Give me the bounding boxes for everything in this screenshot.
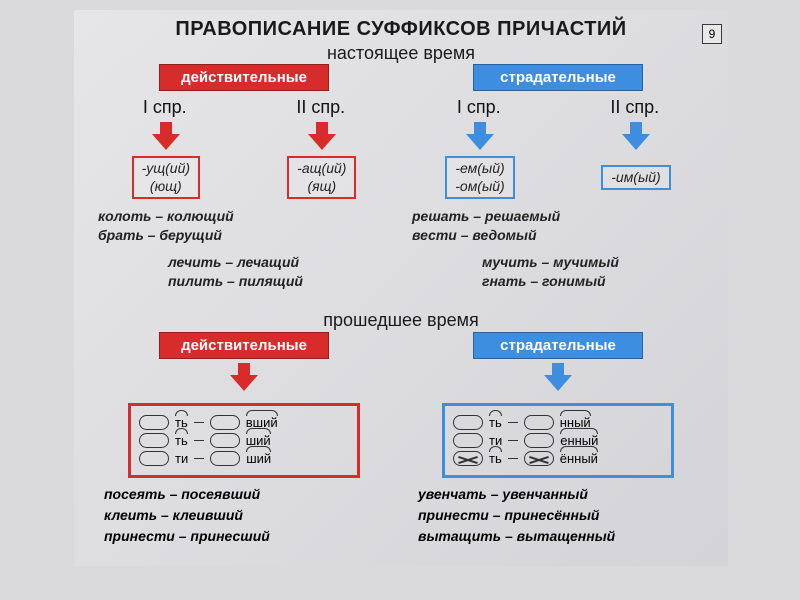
examples-passive-c1: решать – решаемый вести – ведомый: [402, 207, 714, 245]
active-header: действительные: [159, 332, 329, 359]
past-tense-label: прошедшее время: [74, 310, 728, 331]
present-passive-block: страдательные I спр. II спр. -ем(ый) -ом…: [402, 64, 714, 291]
red-arrow-icon: [152, 122, 180, 152]
past-active-block: действительные тьвший тьший тиший посеят…: [88, 332, 400, 547]
present-active-block: действительные I спр. II спр. -ущ(ий) (ю…: [88, 64, 400, 291]
past-passive-block: страдательные тьнный тиенный тьённый уве…: [402, 332, 714, 547]
conj-1-label: I спр.: [457, 97, 501, 118]
red-arrow-icon: [308, 122, 336, 152]
examples-active-c1: колоть – колющий брать – берущий: [88, 207, 400, 245]
suffix-box-active-c1: -ущ(ий) (ющ): [132, 156, 200, 199]
examples-past-active: посеять – посеявший клеить – клеивший пр…: [88, 484, 400, 547]
conj-2-label: II спр.: [296, 97, 345, 118]
suffix-box-passive-c2: -им(ый): [601, 165, 670, 191]
present-tense-label: настоящее время: [74, 43, 728, 64]
main-title: ПРАВОПИСАНИЕ СУФФИКСОВ ПРИЧАСТИЙ: [74, 10, 728, 41]
page-number-box: 9: [702, 24, 722, 44]
conj-1-label: I спр.: [143, 97, 187, 118]
pattern-box-active: тьвший тьший тиший: [128, 403, 360, 478]
blue-arrow-icon: [466, 122, 494, 152]
passive-header: страдательные: [473, 64, 643, 91]
pattern-box-passive: тьнный тиенный тьённый: [442, 403, 674, 478]
examples-passive-c2: мучить – мучимый гнать – гонимый: [402, 253, 714, 291]
examples-active-c2: лечить – лечащий пилить – пилящий: [88, 253, 400, 291]
passive-header: страдательные: [473, 332, 643, 359]
conj-2-label: II спр.: [610, 97, 659, 118]
suffix-box-passive-c1: -ем(ый) -ом(ый): [445, 156, 514, 199]
examples-past-passive: увенчать – увенчанный принести – принесё…: [402, 484, 714, 547]
chart-canvas: 9 ПРАВОПИСАНИЕ СУФФИКСОВ ПРИЧАСТИЙ насто…: [74, 10, 728, 566]
red-arrow-icon: [230, 363, 258, 393]
suffix-box-active-c2: -ащ(ий) (ящ): [287, 156, 356, 199]
active-header: действительные: [159, 64, 329, 91]
blue-arrow-icon: [622, 122, 650, 152]
blue-arrow-icon: [544, 363, 572, 393]
